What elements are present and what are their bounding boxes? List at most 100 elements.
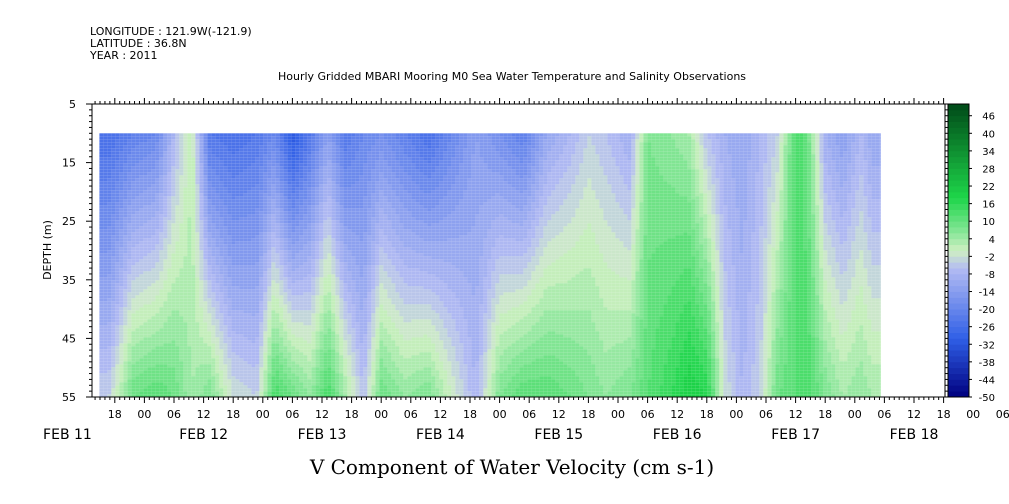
heatmap-cell xyxy=(231,223,236,227)
heatmap-cell xyxy=(155,133,160,137)
heatmap-cell xyxy=(223,268,228,272)
heatmap-cell xyxy=(271,373,276,377)
heatmap-cell xyxy=(263,328,268,332)
heatmap-cell xyxy=(251,166,256,170)
heatmap-cell xyxy=(183,364,188,368)
heatmap-cell xyxy=(287,181,292,185)
heatmap-cell xyxy=(167,196,172,200)
heatmap-cell xyxy=(235,346,240,350)
heatmap-cell xyxy=(215,388,220,392)
heatmap-cell xyxy=(299,280,304,284)
heatmap-cell xyxy=(259,145,264,149)
heatmap-cell xyxy=(255,301,260,305)
heatmap-cell xyxy=(235,349,240,353)
heatmap-cell xyxy=(99,340,104,344)
heatmap-cell xyxy=(131,184,136,188)
heatmap-cell xyxy=(283,244,288,248)
heatmap-cell xyxy=(131,253,136,257)
heatmap-cell xyxy=(303,148,308,152)
heatmap-cell xyxy=(131,211,136,215)
heatmap-cell xyxy=(99,211,104,215)
heatmap-cell xyxy=(167,187,172,191)
heatmap-cell xyxy=(267,235,272,239)
heatmap-cell xyxy=(175,232,180,236)
heatmap-cell xyxy=(323,316,328,320)
heatmap-cell xyxy=(299,349,304,353)
heatmap-cell xyxy=(247,235,252,239)
heatmap-cell xyxy=(323,181,328,185)
heatmap-cell xyxy=(191,148,196,152)
heatmap-cell xyxy=(319,349,324,353)
heatmap-cell xyxy=(295,229,300,233)
heatmap-cell xyxy=(251,358,256,362)
heatmap-cell xyxy=(143,376,148,380)
heatmap-cell xyxy=(167,325,172,329)
heatmap-cell xyxy=(219,280,224,284)
heatmap-cell xyxy=(155,208,160,212)
heatmap-cell xyxy=(295,166,300,170)
heatmap-cell xyxy=(207,145,212,149)
heatmap-cell xyxy=(239,373,244,377)
heatmap-cell xyxy=(119,223,124,227)
heatmap-cell xyxy=(139,154,144,158)
heatmap-cell xyxy=(231,193,236,197)
heatmap-cell xyxy=(167,232,172,236)
heatmap-cell xyxy=(135,190,140,194)
heatmap-cell xyxy=(219,175,224,179)
heatmap-cell xyxy=(283,331,288,335)
heatmap-cell xyxy=(211,238,216,242)
heatmap-cell xyxy=(231,298,236,302)
heatmap-cell xyxy=(219,274,224,278)
heatmap-cell xyxy=(99,295,104,299)
heatmap-cell xyxy=(267,274,272,278)
heatmap-cell xyxy=(195,265,200,269)
heatmap-cell xyxy=(203,367,208,371)
heatmap-cell xyxy=(151,253,156,257)
heatmap-cell xyxy=(235,223,240,227)
heatmap-cell xyxy=(103,289,108,293)
heatmap-cell xyxy=(283,343,288,347)
heatmap-cell xyxy=(187,166,192,170)
heatmap-cell xyxy=(247,388,252,392)
heatmap-cell xyxy=(207,370,212,374)
heatmap-cell xyxy=(143,133,148,137)
heatmap-cell xyxy=(147,319,152,323)
heatmap-cell xyxy=(191,136,196,140)
heatmap-cell xyxy=(187,385,192,389)
heatmap-cell xyxy=(299,370,304,374)
heatmap-cell xyxy=(115,304,120,308)
heatmap-cell xyxy=(311,175,316,179)
heatmap-cell xyxy=(179,151,184,155)
heatmap-cell xyxy=(115,382,120,386)
heatmap-cell xyxy=(243,202,248,206)
heatmap-cell xyxy=(183,166,188,170)
heatmap-cell xyxy=(123,259,128,263)
heatmap-cell xyxy=(147,256,152,260)
heatmap-cell xyxy=(219,307,224,311)
heatmap-cell xyxy=(311,352,316,356)
heatmap-cell xyxy=(143,274,148,278)
heatmap-cell xyxy=(267,193,272,197)
heatmap-cell xyxy=(167,238,172,242)
heatmap-cell xyxy=(155,214,160,218)
heatmap-cell xyxy=(211,394,216,397)
heatmap-cell xyxy=(119,394,124,397)
heatmap-cell xyxy=(135,160,140,164)
heatmap-cell xyxy=(187,271,192,275)
heatmap-cell xyxy=(163,148,168,152)
heatmap-cell xyxy=(195,283,200,287)
heatmap-cell xyxy=(267,343,272,347)
heatmap-cell xyxy=(111,313,116,317)
heatmap-cell xyxy=(255,286,260,290)
heatmap-cell xyxy=(151,247,156,251)
heatmap-cell xyxy=(219,277,224,281)
heatmap-cell xyxy=(135,367,140,371)
heatmap-cell xyxy=(127,142,132,146)
heatmap-cell xyxy=(167,175,172,179)
heatmap-cell xyxy=(139,193,144,197)
heatmap-cell xyxy=(275,238,280,242)
heatmap-cell xyxy=(183,244,188,248)
heatmap-cell xyxy=(251,151,256,155)
heatmap-cell xyxy=(203,148,208,152)
heatmap-cell xyxy=(263,238,268,242)
